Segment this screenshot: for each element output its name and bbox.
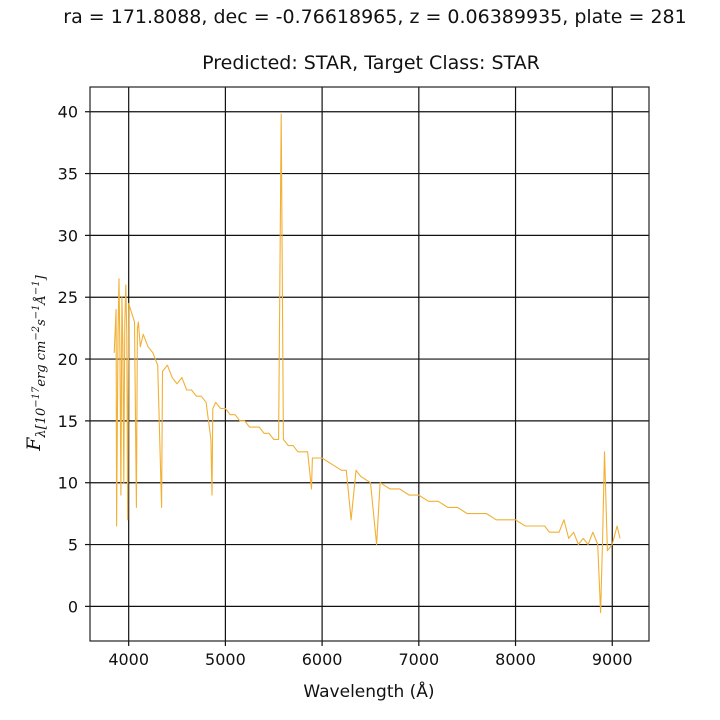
ylabel-ang: Å <box>33 295 49 306</box>
ylabel-close: ] <box>34 274 49 281</box>
y-tick-label: 35 <box>58 165 78 184</box>
series-layer <box>113 113 621 614</box>
x-tick-label: 6000 <box>302 650 343 669</box>
y-tick-label: 20 <box>58 350 78 369</box>
ylabel-sub: λ[10 <box>34 408 49 439</box>
y-tick-label: 40 <box>58 103 78 122</box>
y-axis-label: Fλ[10−17erg cm−2s−1Å−1] <box>23 274 49 451</box>
chart-title: ra = 171.8088, dec = -0.76618965, z = 0.… <box>63 6 686 28</box>
y-tick-label: 0 <box>68 597 78 616</box>
y-tick-label: 15 <box>58 412 78 431</box>
grid-layer <box>90 87 649 641</box>
plot-area <box>89 86 650 642</box>
y-tick-label: 30 <box>58 226 78 245</box>
y-tick-label: 25 <box>58 288 78 307</box>
x-tick-label: 9000 <box>592 650 633 669</box>
x-tick-label: 5000 <box>205 650 246 669</box>
y-tick-label: 10 <box>58 474 78 493</box>
x-tick-label: 4000 <box>108 650 149 669</box>
ylabel-mid: erg cm <box>34 341 49 387</box>
ylabel-exp4: −1 <box>31 280 42 295</box>
spectrum-line <box>113 113 621 614</box>
ylabel-main: F <box>23 437 45 452</box>
chart-subtitle: Predicted: STAR, Target Class: STAR <box>202 52 540 74</box>
ticks-layer: 4000 5000 6000 7000 8000 9000 0 5 10 15 20 25 30 35 40 <box>58 103 633 669</box>
y-tick-label: 5 <box>68 536 78 555</box>
ylabel-exp1: −17 <box>31 386 42 408</box>
ylabel-exp3: −1 <box>31 304 42 319</box>
ylabel-exp2: −2 <box>31 326 42 341</box>
x-tick-label: 8000 <box>495 650 536 669</box>
x-tick-label: 7000 <box>398 650 439 669</box>
ylabel-s: s <box>34 319 49 326</box>
x-axis-label: Wavelength (Å) <box>303 680 434 702</box>
